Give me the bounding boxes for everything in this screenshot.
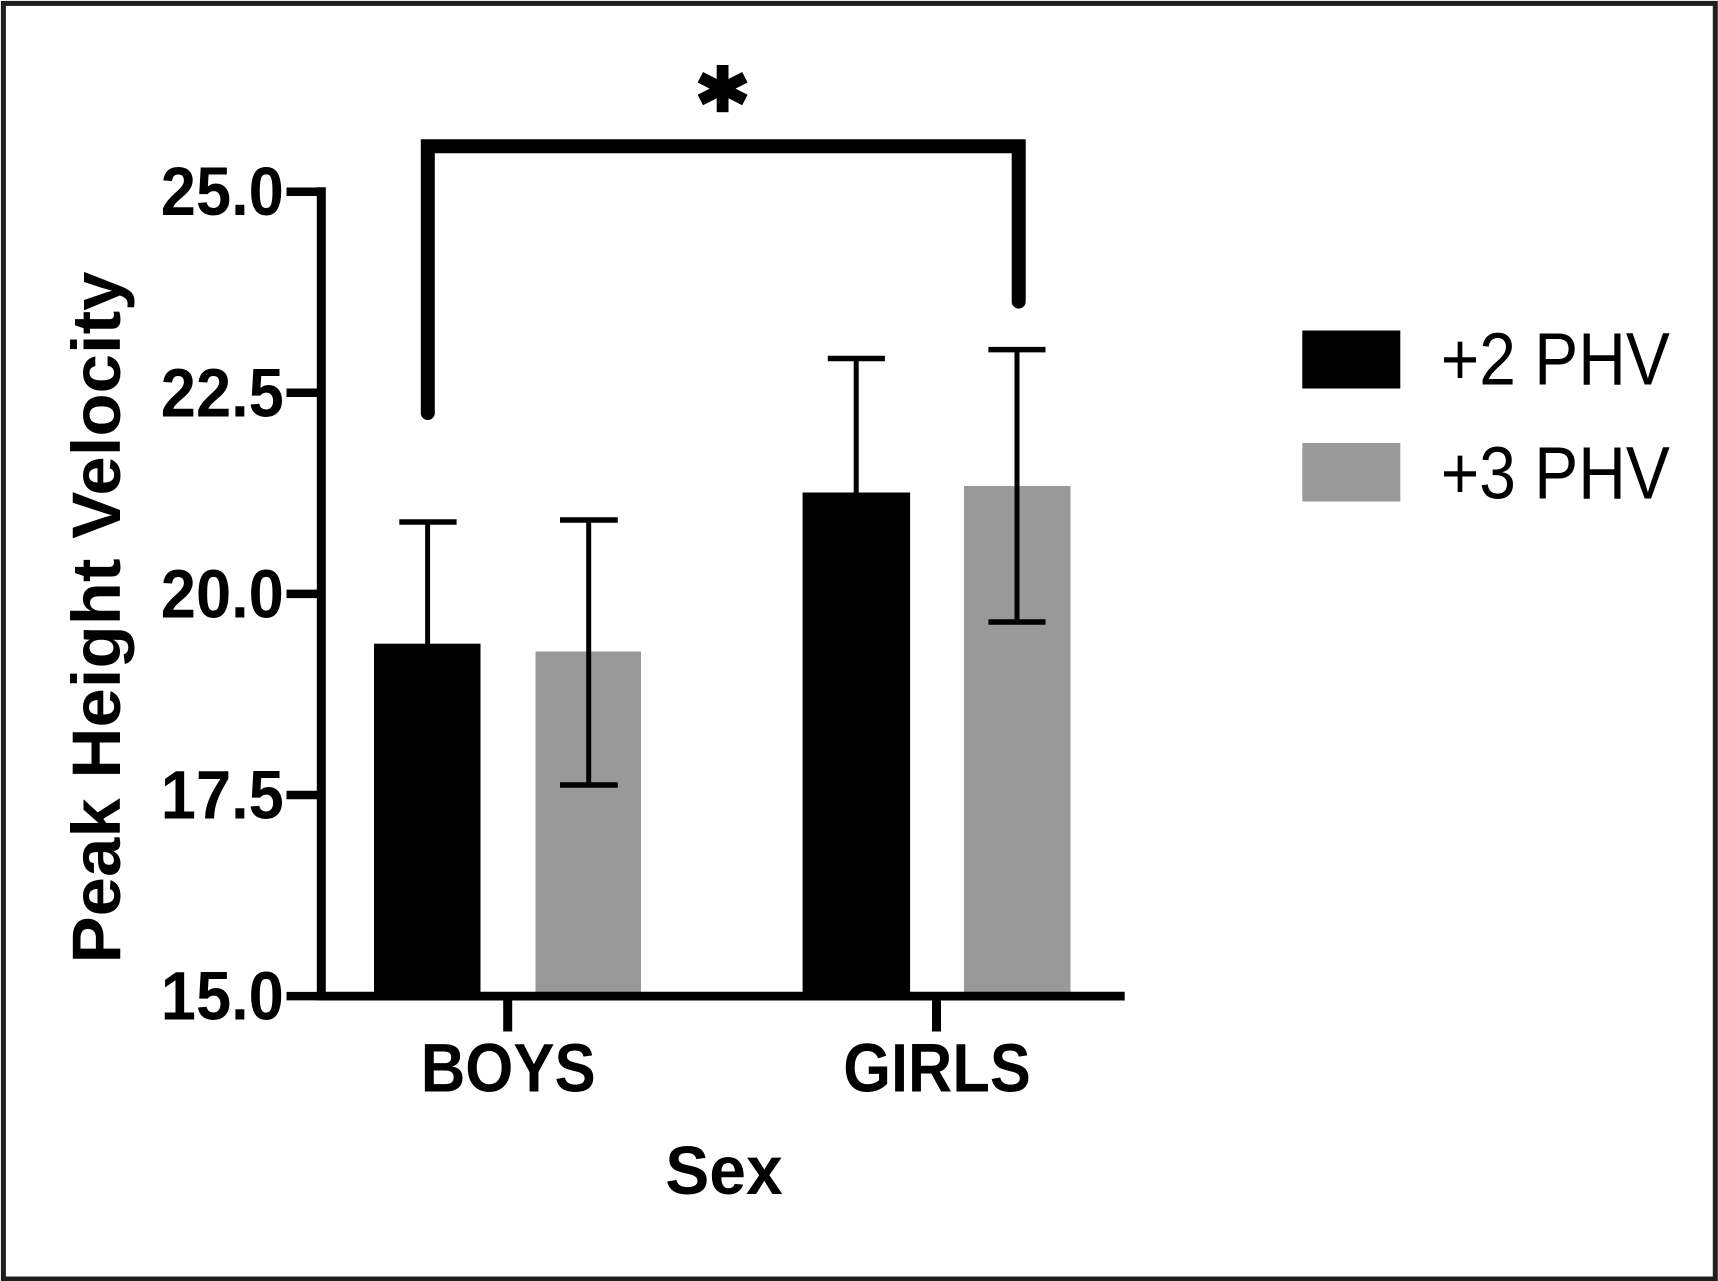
svg-text:20.0: 20.0	[161, 555, 284, 632]
svg-text:22.5: 22.5	[161, 354, 284, 431]
svg-text:+3 PHV: +3 PHV	[1441, 431, 1671, 514]
svg-text:17.5: 17.5	[161, 757, 284, 834]
svg-text:Sex: Sex	[665, 1132, 783, 1209]
svg-text:+2 PHV: +2 PHV	[1441, 317, 1671, 400]
svg-text:GIRLS: GIRLS	[843, 1030, 1031, 1107]
svg-text:25.0: 25.0	[161, 153, 284, 230]
svg-text:BOYS: BOYS	[421, 1030, 596, 1107]
svg-text:Peak Height Velocity: Peak Height Velocity	[58, 272, 135, 964]
svg-text:15.0: 15.0	[161, 958, 284, 1035]
